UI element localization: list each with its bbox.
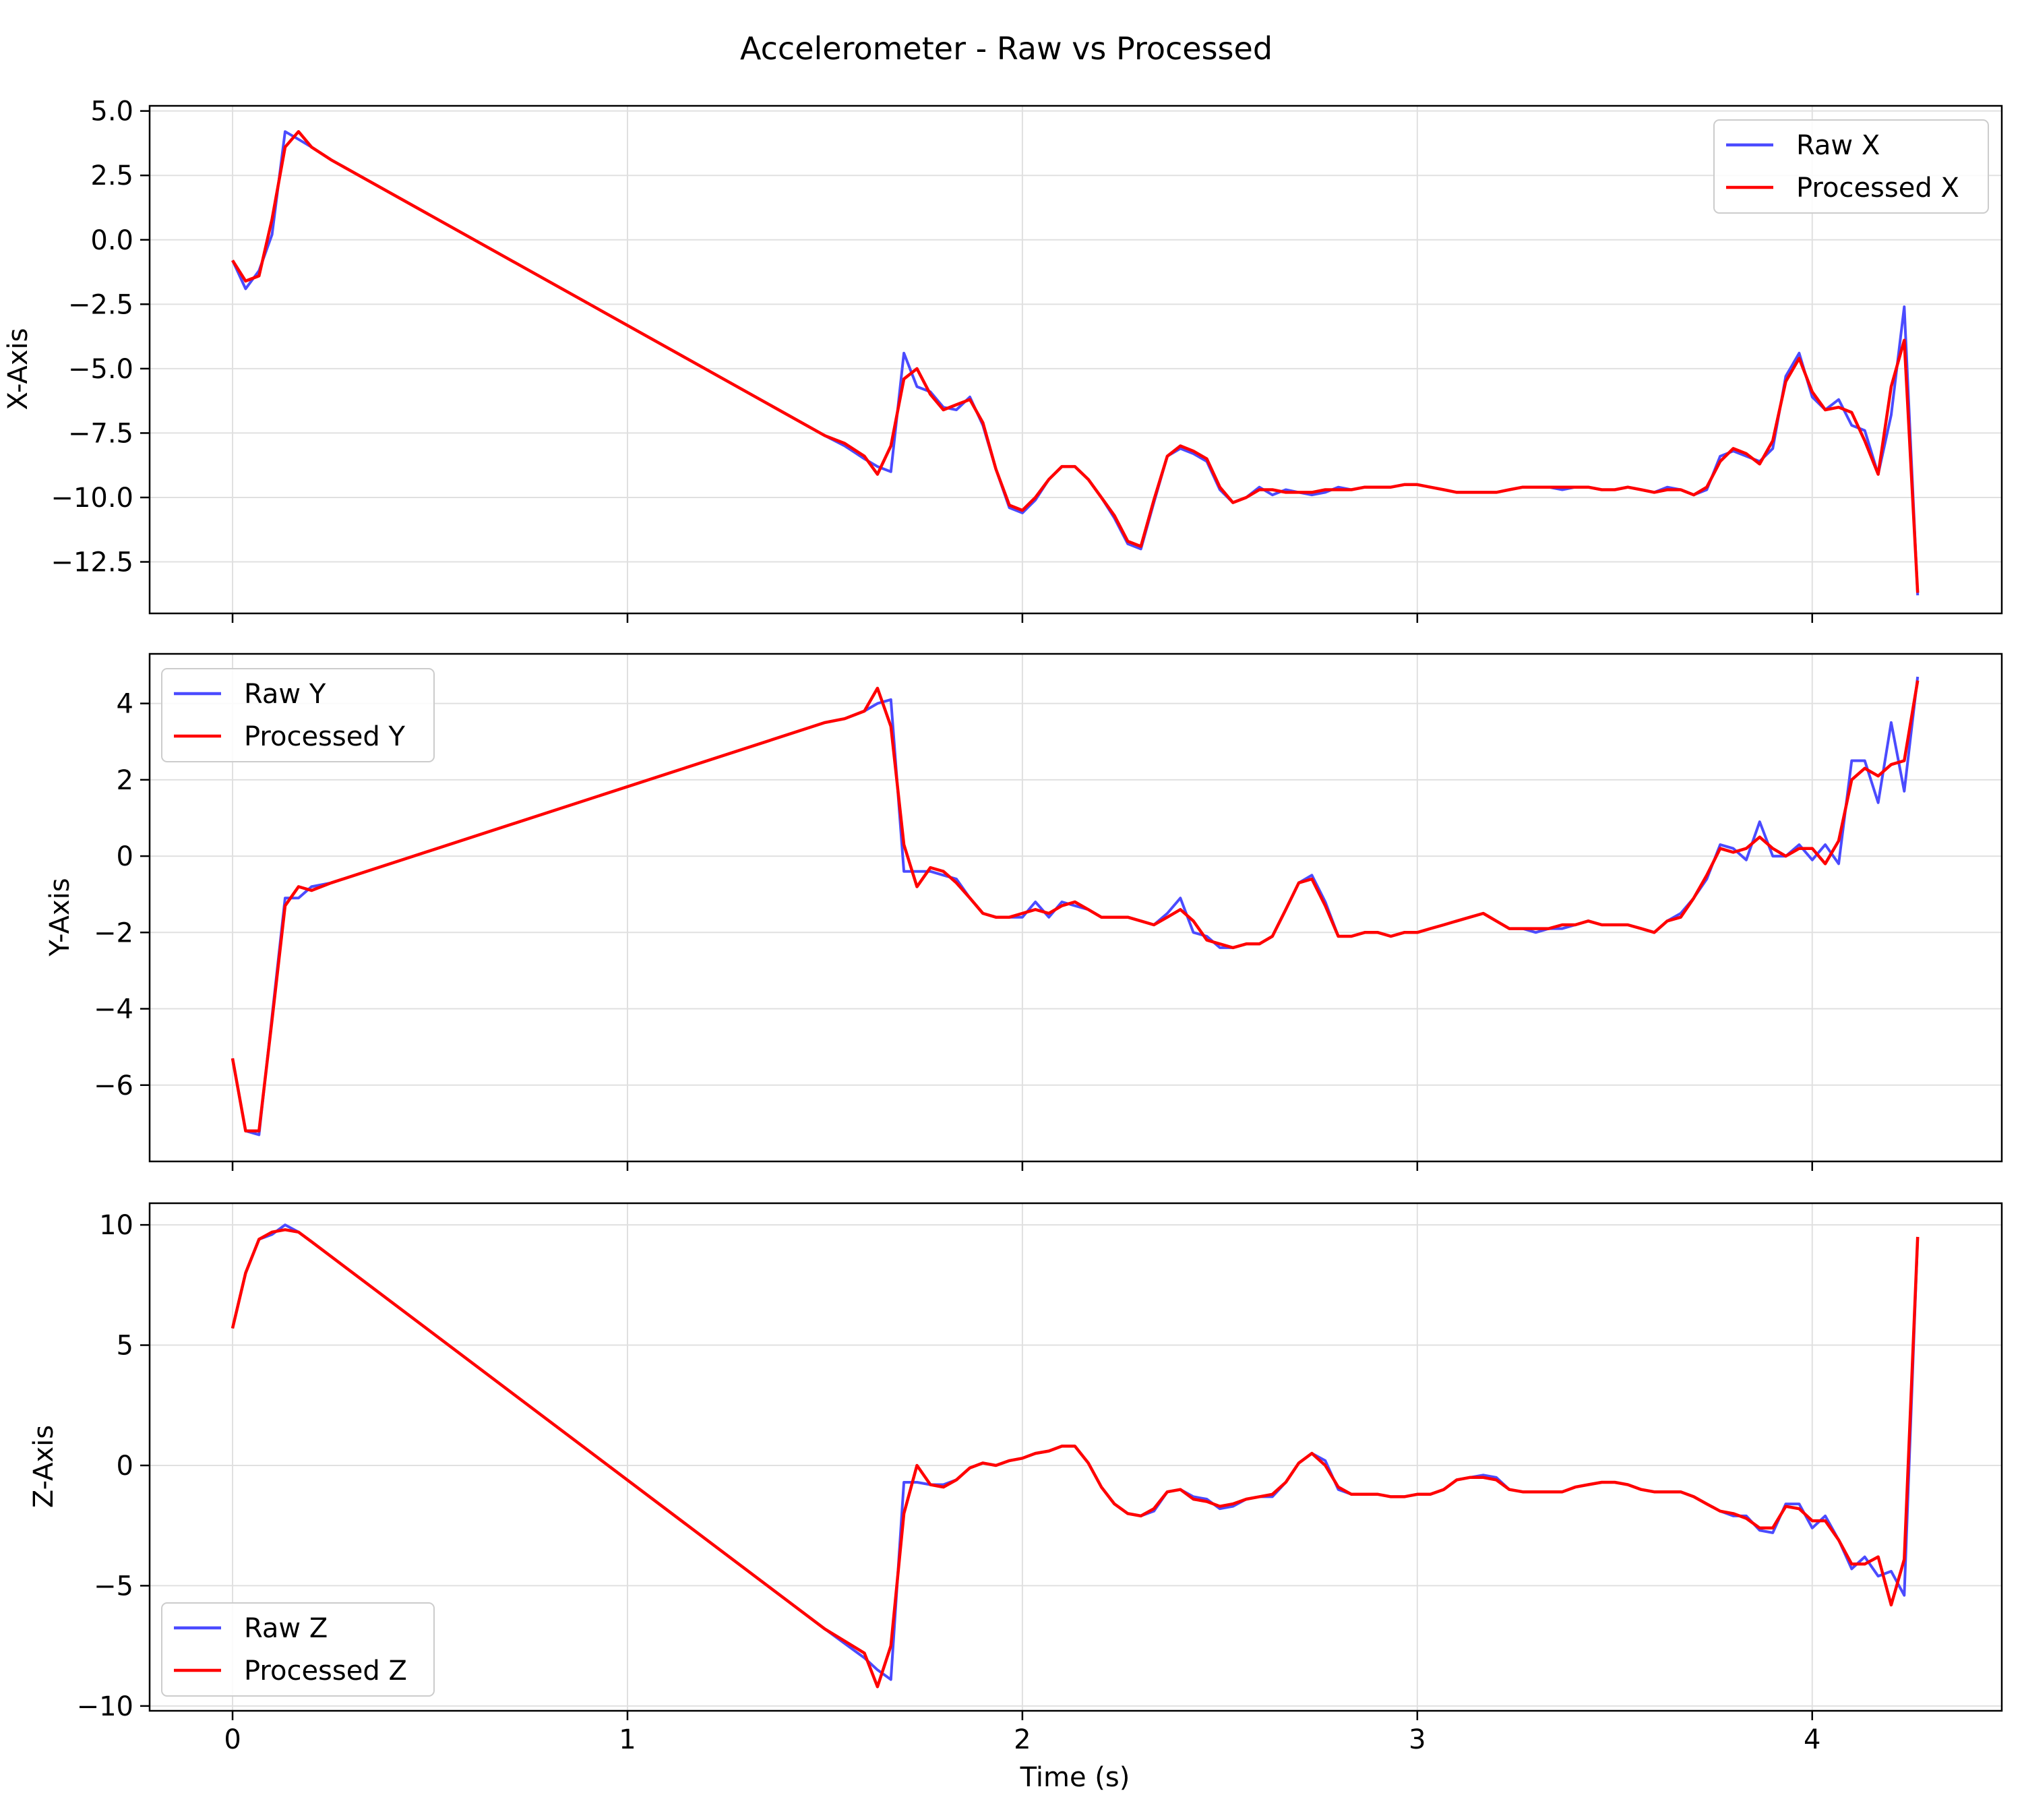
x-axis-label: Time (s) xyxy=(1020,1762,1130,1793)
y-tick-label: −5 xyxy=(94,1571,133,1602)
legend-box xyxy=(1713,119,1989,214)
series-line-raw-y xyxy=(231,676,1920,1136)
legend: Raw X Processed X xyxy=(1713,119,1989,214)
legend-entry-label: Raw Z xyxy=(244,1613,328,1644)
y-tick-label: −12.5 xyxy=(51,547,133,578)
y-tick-label: −10 xyxy=(77,1691,133,1722)
y-tick-label: 0.0 xyxy=(90,225,133,256)
y-axis-label: Z-Axis xyxy=(28,1425,59,1508)
y-tick-label: −2.5 xyxy=(68,289,133,320)
figure-title: Accelerometer - Raw vs Processed xyxy=(740,30,1273,67)
y-tick-label: −10.0 xyxy=(51,483,133,514)
y-tick-label: −7.5 xyxy=(68,418,133,449)
y-tick-label: 2.5 xyxy=(90,160,133,191)
x-tick-label: 1 xyxy=(619,1724,636,1755)
y-tick-label: 5.0 xyxy=(90,96,133,127)
series-line-processed-z xyxy=(231,1228,1920,1689)
axes-frame xyxy=(148,104,2003,615)
axes-frame xyxy=(148,1202,2003,1712)
series-line-processed-x xyxy=(231,129,1920,593)
series-line-processed-y xyxy=(231,680,1920,1132)
y-tick-label: 10 xyxy=(99,1210,133,1241)
y-tick-label: 5 xyxy=(117,1331,133,1362)
legend: Raw Z Processed Z xyxy=(161,1602,435,1697)
x-tick-label: 3 xyxy=(1409,1724,1426,1755)
subplot-3: 0 1 2 3 4 10 5 0 −5 −10 Z-Axis Raw Z Processed Z xyxy=(28,1202,2003,1755)
y-tick-label: −5.0 xyxy=(68,354,133,385)
y-tick-label: 4 xyxy=(117,689,133,720)
y-tick-label: 2 xyxy=(117,765,133,796)
y-tick-label: 0 xyxy=(117,841,133,872)
axes-frame xyxy=(148,653,2003,1163)
y-tick-label: 0 xyxy=(117,1451,133,1482)
x-tick-label: 2 xyxy=(1014,1724,1031,1755)
subplot-2: 4 2 0 −2 −4 −6 Y-Axis Raw Y Processed Y xyxy=(44,653,2003,1171)
legend-entry-label: Processed Y xyxy=(244,721,405,752)
legend: Raw Y Processed Y xyxy=(161,668,435,762)
legend-box xyxy=(161,1602,435,1697)
y-axis-label: X-Axis xyxy=(3,328,34,411)
legend-entry-label: Processed X xyxy=(1796,173,1959,204)
legend-entry-label: Raw Y xyxy=(244,679,326,710)
y-tick-label: −2 xyxy=(94,917,133,948)
y-tick-label: −6 xyxy=(94,1070,133,1101)
legend-box xyxy=(161,668,435,762)
x-tick-label: 4 xyxy=(1804,1724,1820,1755)
x-tick-label: 0 xyxy=(224,1724,241,1755)
legend-entry-label: Processed Z xyxy=(244,1656,407,1687)
y-axis-label: Y-Axis xyxy=(44,878,75,957)
subplot-1: 5.0 2.5 0.0 −2.5 −5.0 −7.5 −10.0 −12.5 X-Axis Raw… xyxy=(3,96,2003,623)
legend-entry-label: Raw X xyxy=(1796,130,1880,161)
y-tick-label: −4 xyxy=(94,994,133,1025)
